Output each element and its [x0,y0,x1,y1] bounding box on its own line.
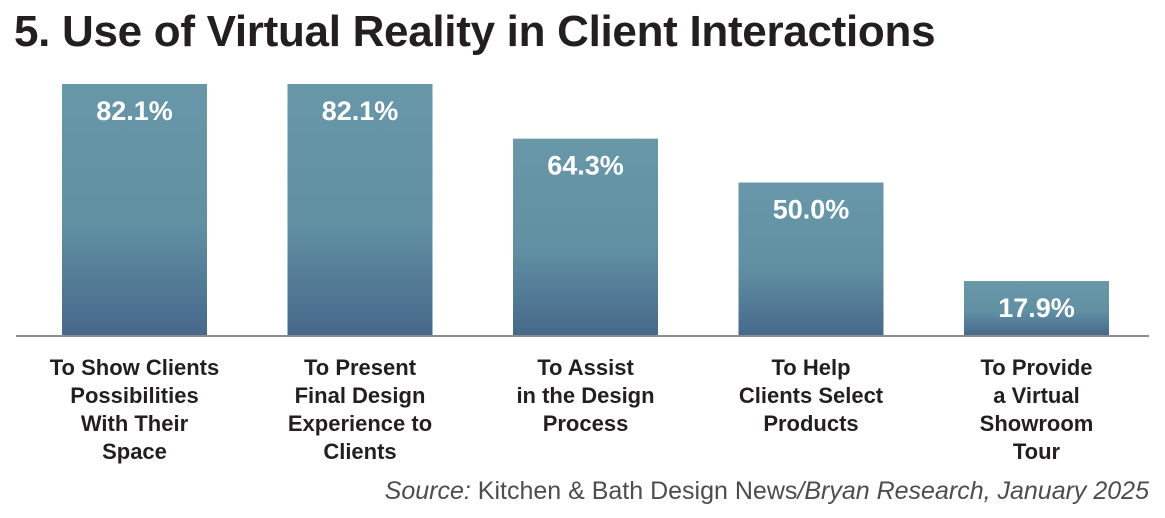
category-label-line: Experience to [288,411,432,436]
category-label-line: With Their [81,411,189,436]
bar-value-label-4: 50.0% [773,195,850,225]
category-label-line: To Provide [980,355,1092,380]
source-prefix: Source: [384,477,471,505]
category-label-1: To Show Clients Possibilities With Their Sp… [50,355,219,464]
category-label-line: Space [102,439,167,464]
category-label-line: To Present [304,355,417,380]
category-label-line: Clients [323,439,396,464]
category-label-line: To Help [771,355,850,380]
source-publication: Kitchen & Bath Design News [470,477,798,505]
category-label-3: To Assist in the Design Process [516,355,654,436]
category-label-line: a Virtual [993,383,1079,408]
bar-value-label-1: 82.1% [96,96,173,126]
category-label-line: in the Design [516,383,654,408]
bar-1 [62,84,207,336]
category-label-line: Process [543,411,629,436]
category-label-line: Tour [1013,439,1061,464]
bar-value-label-2: 82.1% [322,96,399,126]
bar-4 [738,182,884,336]
category-label-line: Clients Select [739,383,884,408]
category-label-line: Products [763,411,858,436]
bar-3 [513,138,658,336]
category-label-line: Showroom [980,411,1094,436]
category-label-line: To Show Clients [50,355,219,380]
bar-value-label-3: 64.3% [547,151,624,181]
category-label-5: To Provide a Virtual Showroom Tour [980,355,1094,464]
category-label-line: Final Design [295,383,426,408]
bar-5 [964,281,1109,336]
bar-value-label-5: 17.9% [998,293,1075,323]
category-label-line: Possibilities [70,383,198,408]
bar-2 [287,84,433,336]
category-label-line: To Assist [537,355,634,380]
category-label-2: To Present Final Design Experience to Clien… [288,355,432,464]
source-note: Source: Kitchen & Bath Design News/Bryan… [385,477,1149,506]
chart-title: 5. Use of Virtual Reality in Client Inte… [14,7,936,56]
source-separator: / [797,477,805,505]
source-rest: Bryan Research, January 2025 [804,477,1149,505]
category-label-4: To Help Clients Select Products [739,355,884,436]
